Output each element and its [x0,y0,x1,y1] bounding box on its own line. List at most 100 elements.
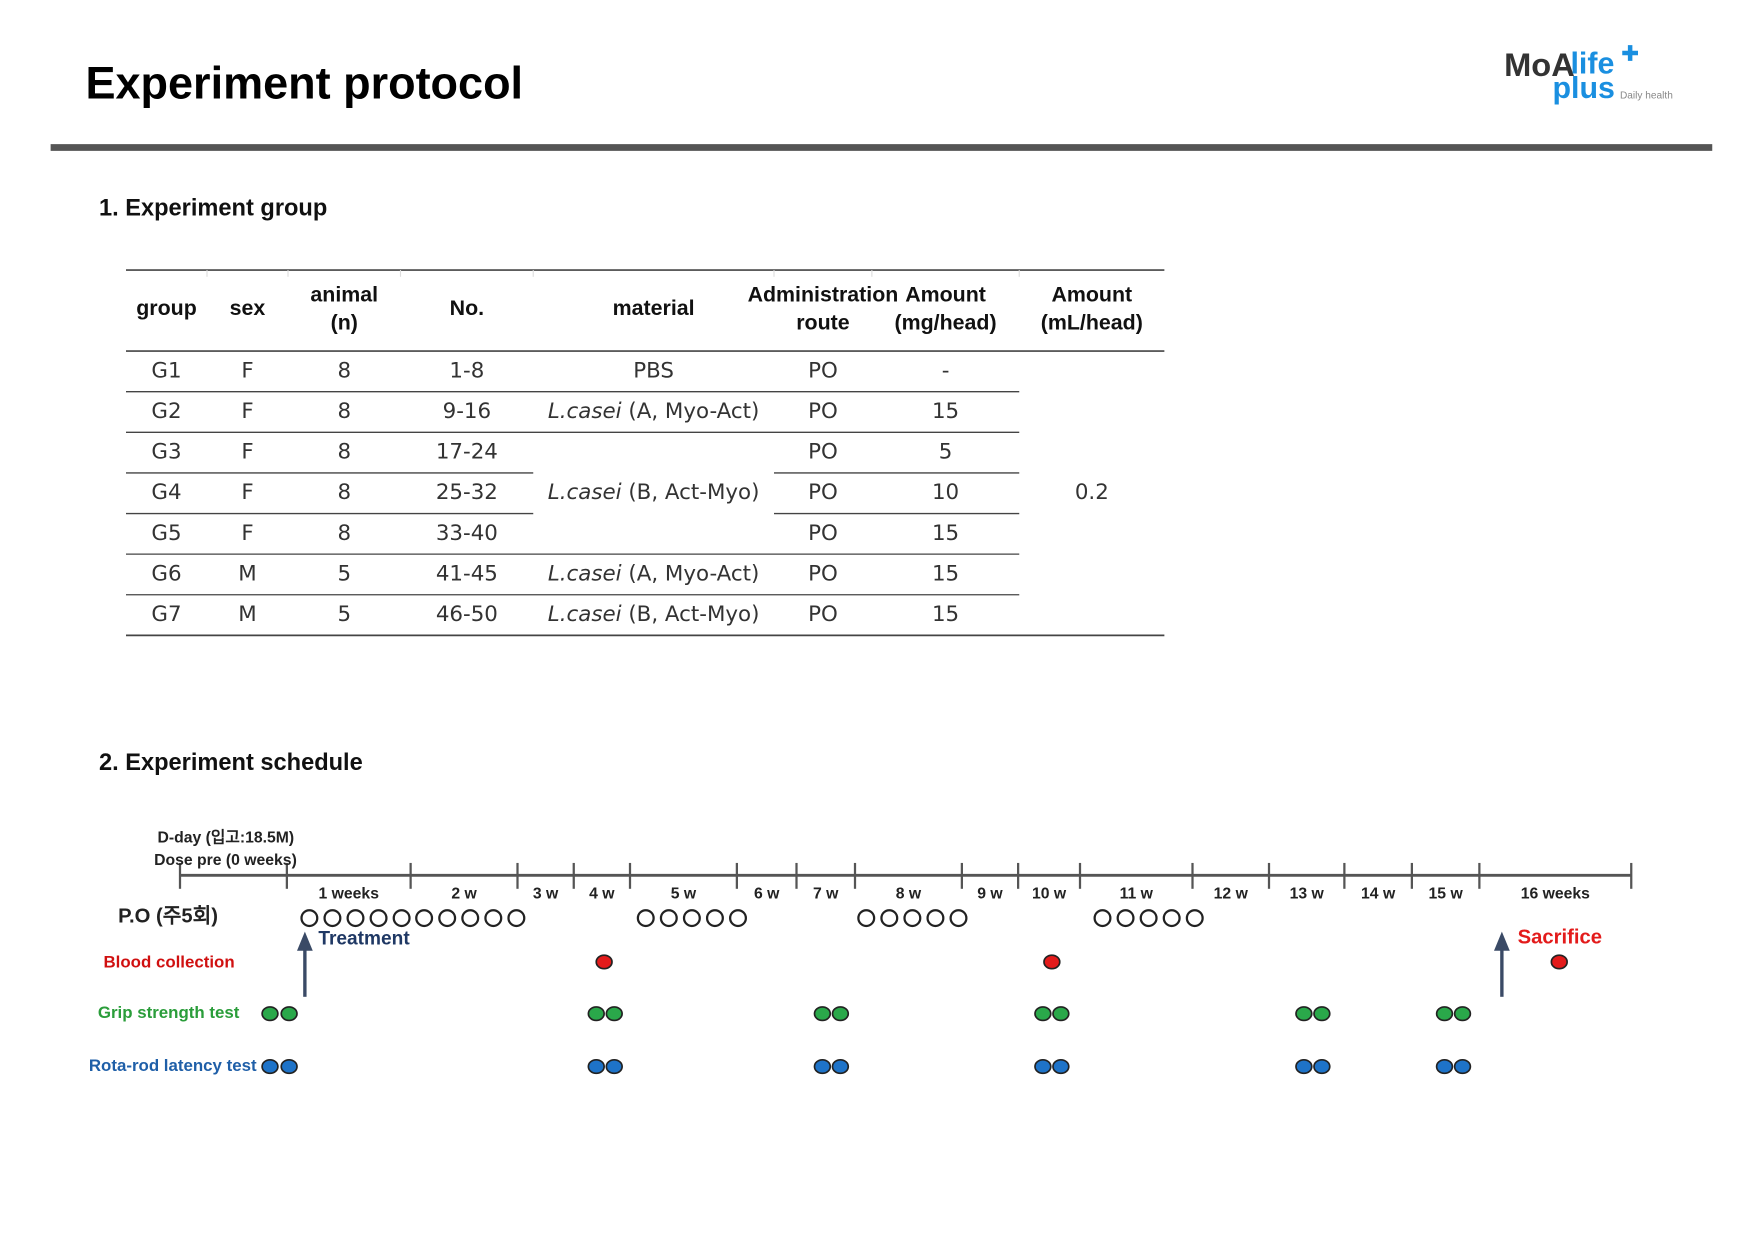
week-label: 1 weeks [319,886,380,903]
material-species: L.casei [548,399,622,424]
dose-marker [705,909,724,928]
material-strain: (B, Act-Myo) [628,480,759,505]
rota-marker [280,1058,298,1075]
table-cell: F [241,440,253,465]
header-cell: (mg/head) [895,311,997,335]
dose-marker [415,909,434,928]
sacrifice-label: Sacrifice [1518,927,1602,949]
material-strain: (A, Myo-Act) [628,399,759,424]
table-cell: 8 [337,399,351,424]
dose-marker [1116,909,1135,928]
rota-marker [605,1058,623,1075]
table-cell: G4 [151,480,181,505]
blood-marker [1550,954,1568,970]
week-label: 6 w [754,886,780,903]
header-cell: (mL/head) [1041,311,1143,335]
dose-marker [729,909,747,928]
header-cell: material [613,296,695,320]
dose-marker [346,909,365,928]
table-cell: PO [808,602,838,627]
week-label: 7 w [813,886,839,903]
week-label: 2 w [451,886,477,903]
table-cell: M [238,602,256,627]
rota-marker [587,1058,605,1075]
blood-marker [595,954,613,970]
table-cell: 15 [932,561,959,586]
table-cell: 25-32 [436,480,498,505]
table-cell: 5 [337,561,351,586]
table-cell: G2 [151,399,181,424]
rota-marker [1295,1058,1313,1075]
table-cell: 8 [337,440,351,465]
dday-label: D-day (입고:18.5M) [158,828,295,846]
header-cell: sex [230,296,266,320]
table-cell: 15 [932,602,959,627]
table-cell: 41-45 [436,561,498,586]
table-cell: M [238,561,256,586]
logo-plus: plus [1553,72,1615,105]
arrow-head [1494,931,1510,951]
week-label: 9 w [977,886,1003,903]
table-cell: PO [808,440,838,465]
dose-marker [636,909,655,928]
material-species: L.casei [548,561,622,586]
table-cell: G6 [151,561,181,586]
week-label: 14 w [1361,886,1396,903]
table-cell: 10 [932,480,959,505]
volume-cell: 0.2 [1075,480,1109,505]
week-label: 8 w [896,886,922,903]
material-species: L.casei [548,602,622,627]
week-label: 13 w [1290,886,1325,903]
schedule-row-label: Grip strength test [98,1003,240,1022]
material-cell: PBS [633,358,674,383]
dose-marker [903,909,922,928]
table-cell: G5 [151,521,181,546]
logo-life: life [1571,47,1615,80]
dose-marker [1185,909,1204,928]
grip-marker [587,1006,605,1022]
dose-marker [300,909,319,928]
week-label: 15 w [1429,886,1464,903]
dose-marker [369,909,388,928]
header-cell: animal [310,283,378,307]
dose-marker [1139,909,1158,928]
arrow-head [297,931,313,951]
section-title: 2. Experiment schedule [99,750,363,776]
dose-marker [857,909,876,928]
dose-marker [507,909,526,928]
material-space [622,602,629,627]
grip-marker [261,1006,279,1022]
table-cell: F [241,480,253,505]
table-cell: 5 [939,440,953,465]
logo-cross [1622,45,1638,61]
dose-marker [880,909,899,928]
logo-tagline: Daily health [1620,90,1673,101]
grip-marker [1453,1006,1472,1022]
table-cell: 8 [337,358,351,383]
table-cell: G7 [151,602,181,627]
header-cell: (n) [331,311,358,335]
dose-marker [926,909,945,928]
material-cell: L.casei (A, Myo-Act) [548,561,760,586]
grip-marker [1435,1006,1454,1022]
dose-marker [438,909,457,928]
logo-brand: MoA [1504,46,1575,83]
header-cell: No. [450,296,484,320]
dose-marker [1093,909,1112,928]
material-text: PBS [633,358,674,383]
dose-marker [461,909,480,928]
dose-marker [949,909,968,928]
rota-marker [1034,1058,1052,1075]
grip-marker [831,1006,850,1022]
schedule-row-label: P.O (주5회) [118,904,218,927]
blood-marker [1043,954,1061,970]
rota-marker [831,1058,850,1075]
table-cell: 33-40 [436,521,498,546]
week-label: 3 w [533,886,559,903]
grip-marker [1295,1006,1313,1022]
table-cell: 15 [932,399,959,424]
grip-marker [605,1006,623,1022]
week-label: 5 w [671,886,697,903]
schedule: 1 weeks 2 w 3 w 4 w 5 w 6 w 7 w 8 w 9 w 10 w 11 w 1… [89,828,1633,1075]
